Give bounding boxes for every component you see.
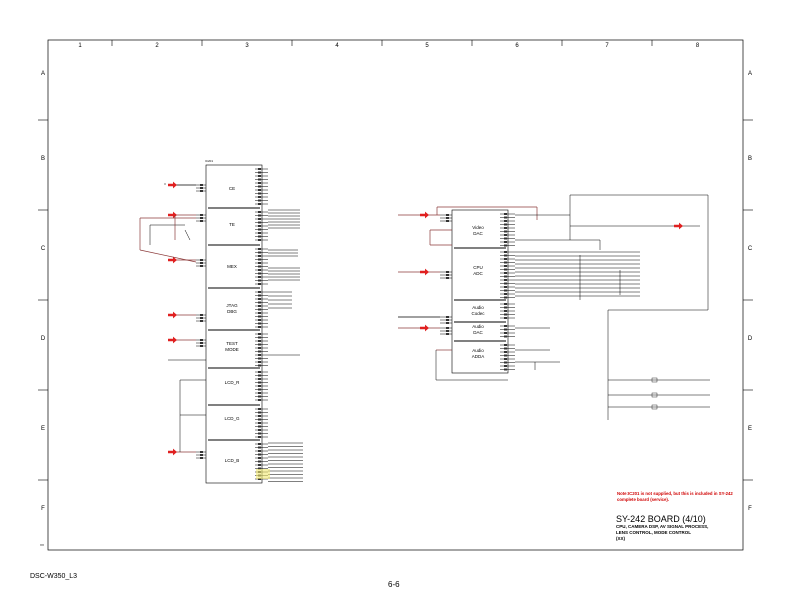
right-ic-block-label: DAC	[473, 231, 483, 236]
row-label: B	[748, 156, 752, 162]
signal-arrow-icon	[168, 256, 177, 264]
column-label: 1	[78, 43, 82, 49]
left-ic-block-label: CE	[229, 186, 235, 191]
row-label: F	[41, 506, 45, 512]
grid-labels: 1 2 3 4 5 6 7 8 A A B B C C D D E E F F XX	[38, 40, 753, 547]
signal-arrow-icon	[168, 336, 177, 344]
sheet-frame	[47, 39, 744, 551]
left-ic-block-label: LCD_R	[225, 380, 241, 385]
left-ic-block-label: DBG	[227, 309, 237, 314]
column-label: 2	[155, 43, 159, 49]
left-ic-block-label: MEX	[227, 264, 237, 269]
left-ic-block-label: MODE	[225, 347, 239, 352]
left-ic-block-label: JTAG	[226, 303, 238, 308]
right-ic-block-label: Codec	[471, 311, 485, 316]
page-number: 6-6	[388, 580, 400, 589]
svg-text:XX: XX	[40, 543, 44, 547]
column-label: 6	[515, 43, 519, 49]
subtitle-line: CPU, CAMERA DSP, AV SIGNAL PROCESS,	[616, 524, 709, 529]
svg-text:IC201: IC201	[205, 159, 213, 163]
signal-arrow-icon	[674, 222, 683, 230]
subtitle-line: (XX)	[616, 536, 625, 541]
board-subtitle: CPU, CAMERA DSP, AV SIGNAL PROCESS, LENS…	[616, 524, 708, 542]
model-label: DSC-W350_L3	[30, 573, 78, 580]
row-label: E	[41, 426, 45, 432]
right-ic-block-label: Video	[472, 225, 484, 230]
right-ic-block-label: Audio	[472, 324, 484, 329]
row-label: F	[748, 506, 752, 512]
right-ic-block-label: CPU	[473, 265, 483, 270]
right-ic-body	[451, 209, 509, 374]
signal-arrow-icon	[420, 211, 429, 219]
right-ic-block-label: ADC	[473, 271, 483, 276]
signal-arrow-icon	[420, 268, 429, 276]
row-label: E	[748, 426, 752, 432]
right-ic-block-label: DAC	[473, 330, 483, 335]
column-label: 7	[605, 43, 609, 49]
right-ic-block-label: ADDA	[472, 354, 485, 359]
column-label: 3	[245, 43, 249, 49]
subtitle-line: LENS CONTROL, MODE CONTROL	[616, 530, 691, 535]
signal-arrow-icon	[420, 324, 429, 332]
board-title: SY-242 BOARD (4/10)	[616, 514, 706, 524]
service-note: Note:IC201 is not supplied, but this is …	[617, 491, 733, 502]
signal-arrow-icon	[168, 211, 177, 219]
row-label: C	[41, 246, 46, 252]
signal-arrow-icon	[168, 181, 177, 189]
left-ic-block-label: LCD_B	[225, 458, 240, 463]
row-label: B	[41, 156, 45, 162]
signal-arrow-icon	[168, 448, 177, 456]
column-label: 8	[696, 43, 700, 49]
row-label: A	[748, 71, 752, 77]
signal-arrow-icon	[168, 311, 177, 319]
left-ic-body	[205, 164, 263, 484]
left-ic-block-label: TE	[229, 222, 235, 227]
column-label: 5	[425, 43, 429, 49]
row-label: D	[748, 336, 753, 342]
row-label: C	[748, 246, 753, 252]
column-label: 4	[335, 43, 339, 49]
row-label: A	[41, 71, 45, 77]
right-ic-block-label: Audio	[472, 305, 484, 310]
left-ic-block-label: LCD_G	[224, 416, 240, 421]
left-ic-block-label: TEST	[226, 341, 238, 346]
right-ic-block-label: Audio	[472, 348, 484, 353]
row-label: D	[41, 336, 46, 342]
